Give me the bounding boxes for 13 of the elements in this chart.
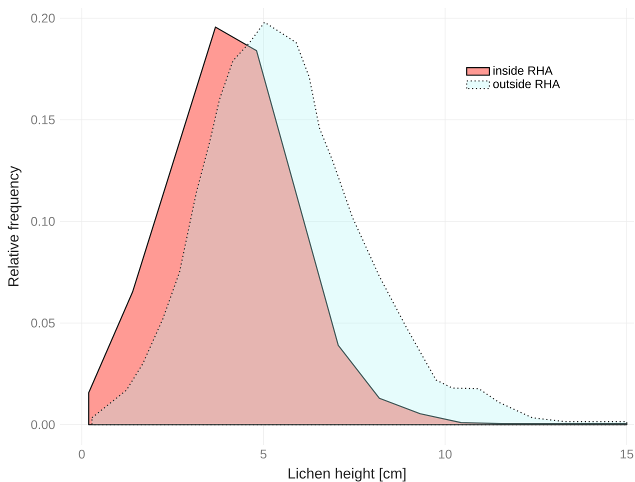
y-tick-label: 0.00 <box>31 420 55 430</box>
x-axis-title: Lichen height [cm] <box>288 468 406 482</box>
y-tick-label: 0.05 <box>31 318 55 328</box>
legend-label: inside RHA <box>493 66 553 75</box>
x-tick-label: 15 <box>620 450 634 459</box>
legend-label: outside RHA <box>493 79 560 88</box>
y-tick-label: 0.10 <box>31 216 55 226</box>
y-axis-title: Relative frequency <box>8 166 22 286</box>
x-tick-label: 5 <box>260 450 266 459</box>
y-tick-label: 0.20 <box>31 14 55 23</box>
y-tick-label: 0.15 <box>31 115 55 124</box>
x-tick-label: 10 <box>439 450 452 459</box>
x-tick-label: 0 <box>78 450 85 459</box>
